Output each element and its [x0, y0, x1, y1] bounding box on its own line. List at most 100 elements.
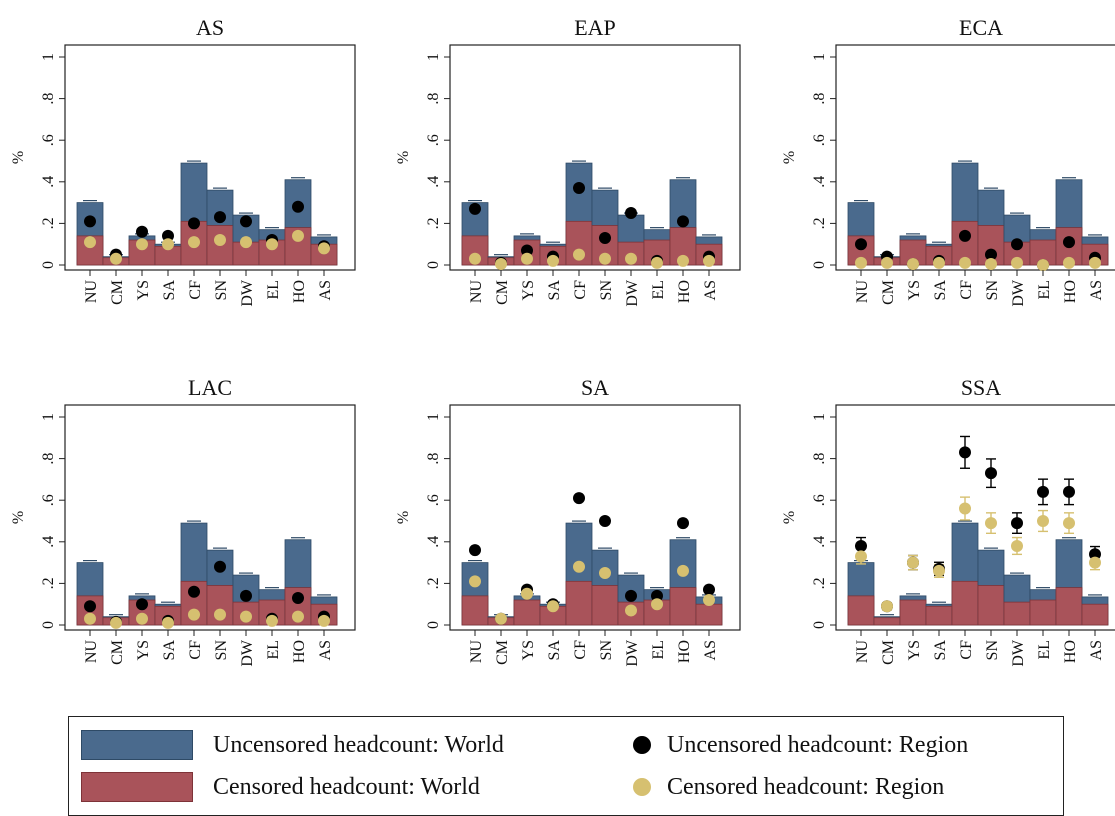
point-uncensored-region: [985, 248, 997, 261]
panel-title: ECA: [959, 15, 1003, 40]
point-uncensored-region: [162, 229, 174, 242]
point-uncensored-region: [1063, 485, 1075, 498]
x-tick-label: HO: [676, 640, 693, 663]
x-tick-label: EL: [650, 280, 667, 300]
point-censored-region: [292, 610, 304, 623]
point-censored-region: [495, 257, 507, 270]
y-tick-label: .2: [425, 217, 442, 229]
y-tick-label: .4: [811, 536, 828, 548]
y-tick-label: 0: [425, 261, 442, 269]
point-uncensored-region: [469, 202, 481, 215]
y-tick-label: 0: [40, 261, 57, 269]
x-tick-label: EL: [650, 640, 667, 660]
x-tick-label: HO: [676, 280, 693, 303]
point-uncensored-region: [84, 215, 96, 228]
legend-swatch-uncensored-world: [81, 730, 193, 760]
y-tick-label: 1: [811, 413, 828, 421]
point-censored-region: [651, 598, 663, 611]
point-uncensored-region: [599, 515, 611, 527]
point-censored-region: [573, 560, 585, 573]
x-tick-label: EL: [1036, 280, 1053, 300]
point-censored-region: [985, 257, 997, 270]
point-uncensored-region: [214, 211, 226, 224]
x-tick-label: EL: [265, 640, 282, 660]
legend-label-uncensored-region: Uncensored headcount: Region: [667, 731, 969, 758]
point-uncensored-region: [985, 467, 997, 480]
point-censored-region: [855, 256, 867, 269]
panel-eca: ECA% 0 .2 .4 .6 .8 1 NU CM YS SA CF SN DW EL HO AS: [781, 15, 1115, 307]
point-uncensored-region: [84, 600, 96, 613]
x-tick-label: SN: [598, 280, 615, 301]
y-tick-label: .2: [425, 577, 442, 589]
point-censored-region: [1063, 256, 1075, 269]
point-uncensored-region: [573, 182, 585, 195]
point-uncensored-region: [855, 539, 867, 552]
y-tick-label: 1: [811, 53, 828, 61]
x-tick-label: SA: [546, 640, 563, 661]
y-tick-label: .2: [40, 577, 57, 589]
x-tick-label: CF: [572, 280, 589, 300]
x-tick-label: DW: [624, 279, 641, 307]
legend-label-censored-world: Censored headcount: World: [213, 773, 480, 800]
point-uncensored-region: [599, 231, 611, 244]
point-censored-region: [933, 256, 945, 269]
panel-lac: LAC% 0 .2 .4 .6 .8 1 NU CM YS SA CF SN DW EL HO AS: [10, 375, 356, 667]
x-tick-label: SA: [161, 640, 178, 661]
point-censored-region: [1089, 256, 1101, 269]
point-uncensored-region: [188, 585, 200, 598]
point-uncensored-region: [959, 229, 971, 242]
bar-censored-world: [695, 603, 723, 626]
y-tick-label: .4: [425, 176, 442, 188]
bar-censored-world: [258, 239, 286, 266]
point-censored-region: [1063, 517, 1075, 530]
x-tick-label: DW: [239, 639, 256, 667]
bar-censored-world: [1003, 601, 1031, 626]
point-censored-region: [188, 236, 200, 249]
point-censored-region: [240, 236, 252, 249]
x-tick-label: NU: [83, 280, 100, 304]
point-censored-region: [469, 252, 481, 265]
x-tick-label: SN: [598, 640, 615, 661]
point-censored-region: [318, 242, 330, 255]
y-tick-label: .8: [811, 93, 828, 105]
point-uncensored-region: [959, 446, 971, 459]
y-tick-label: .6: [40, 494, 57, 506]
point-censored-region: [1011, 256, 1023, 269]
bar-censored-world: [591, 585, 619, 626]
x-tick-label: HO: [1062, 640, 1079, 663]
point-censored-region: [162, 616, 174, 629]
point-uncensored-region: [214, 560, 226, 573]
legend-label-censored-region: Censored headcount: Region: [667, 773, 945, 800]
legend-item-uncensored-world: Uncensored headcount: World: [81, 729, 504, 761]
x-tick-label: CF: [187, 280, 204, 300]
x-tick-label: YS: [520, 280, 537, 300]
legend-swatch-censored-world: [81, 772, 193, 802]
point-censored-region: [959, 256, 971, 269]
y-tick-label: .6: [811, 494, 828, 506]
point-censored-region: [495, 612, 507, 625]
x-tick-label: AS: [1088, 640, 1105, 660]
x-tick-label: SN: [213, 640, 230, 661]
y-axis-label: %: [781, 151, 798, 164]
panel-sa: SA% 0 .2 .4 .6 .8 1 NU CM YS SA CF SN DW EL HO AS: [395, 375, 741, 667]
point-uncensored-region: [292, 200, 304, 213]
point-uncensored-region: [1037, 485, 1049, 498]
point-censored-region: [547, 600, 559, 613]
point-censored-region: [1037, 515, 1049, 527]
point-uncensored-region: [136, 598, 148, 611]
x-tick-label: HO: [291, 640, 308, 663]
bar-censored-world: [977, 585, 1005, 626]
y-tick-label: .4: [811, 176, 828, 188]
panel-title: SA: [581, 375, 609, 400]
y-tick-label: .2: [811, 217, 828, 229]
point-censored-region: [84, 236, 96, 249]
y-tick-label: .6: [40, 134, 57, 146]
point-censored-region: [677, 254, 689, 267]
x-tick-label: YS: [135, 280, 152, 300]
y-tick-label: .4: [40, 176, 57, 188]
point-uncensored-region: [1011, 238, 1023, 251]
point-censored-region: [599, 252, 611, 265]
bar-censored-world: [206, 225, 234, 266]
legend: Uncensored headcount: World Censored hea…: [68, 716, 1064, 816]
y-tick-label: 0: [425, 621, 442, 629]
